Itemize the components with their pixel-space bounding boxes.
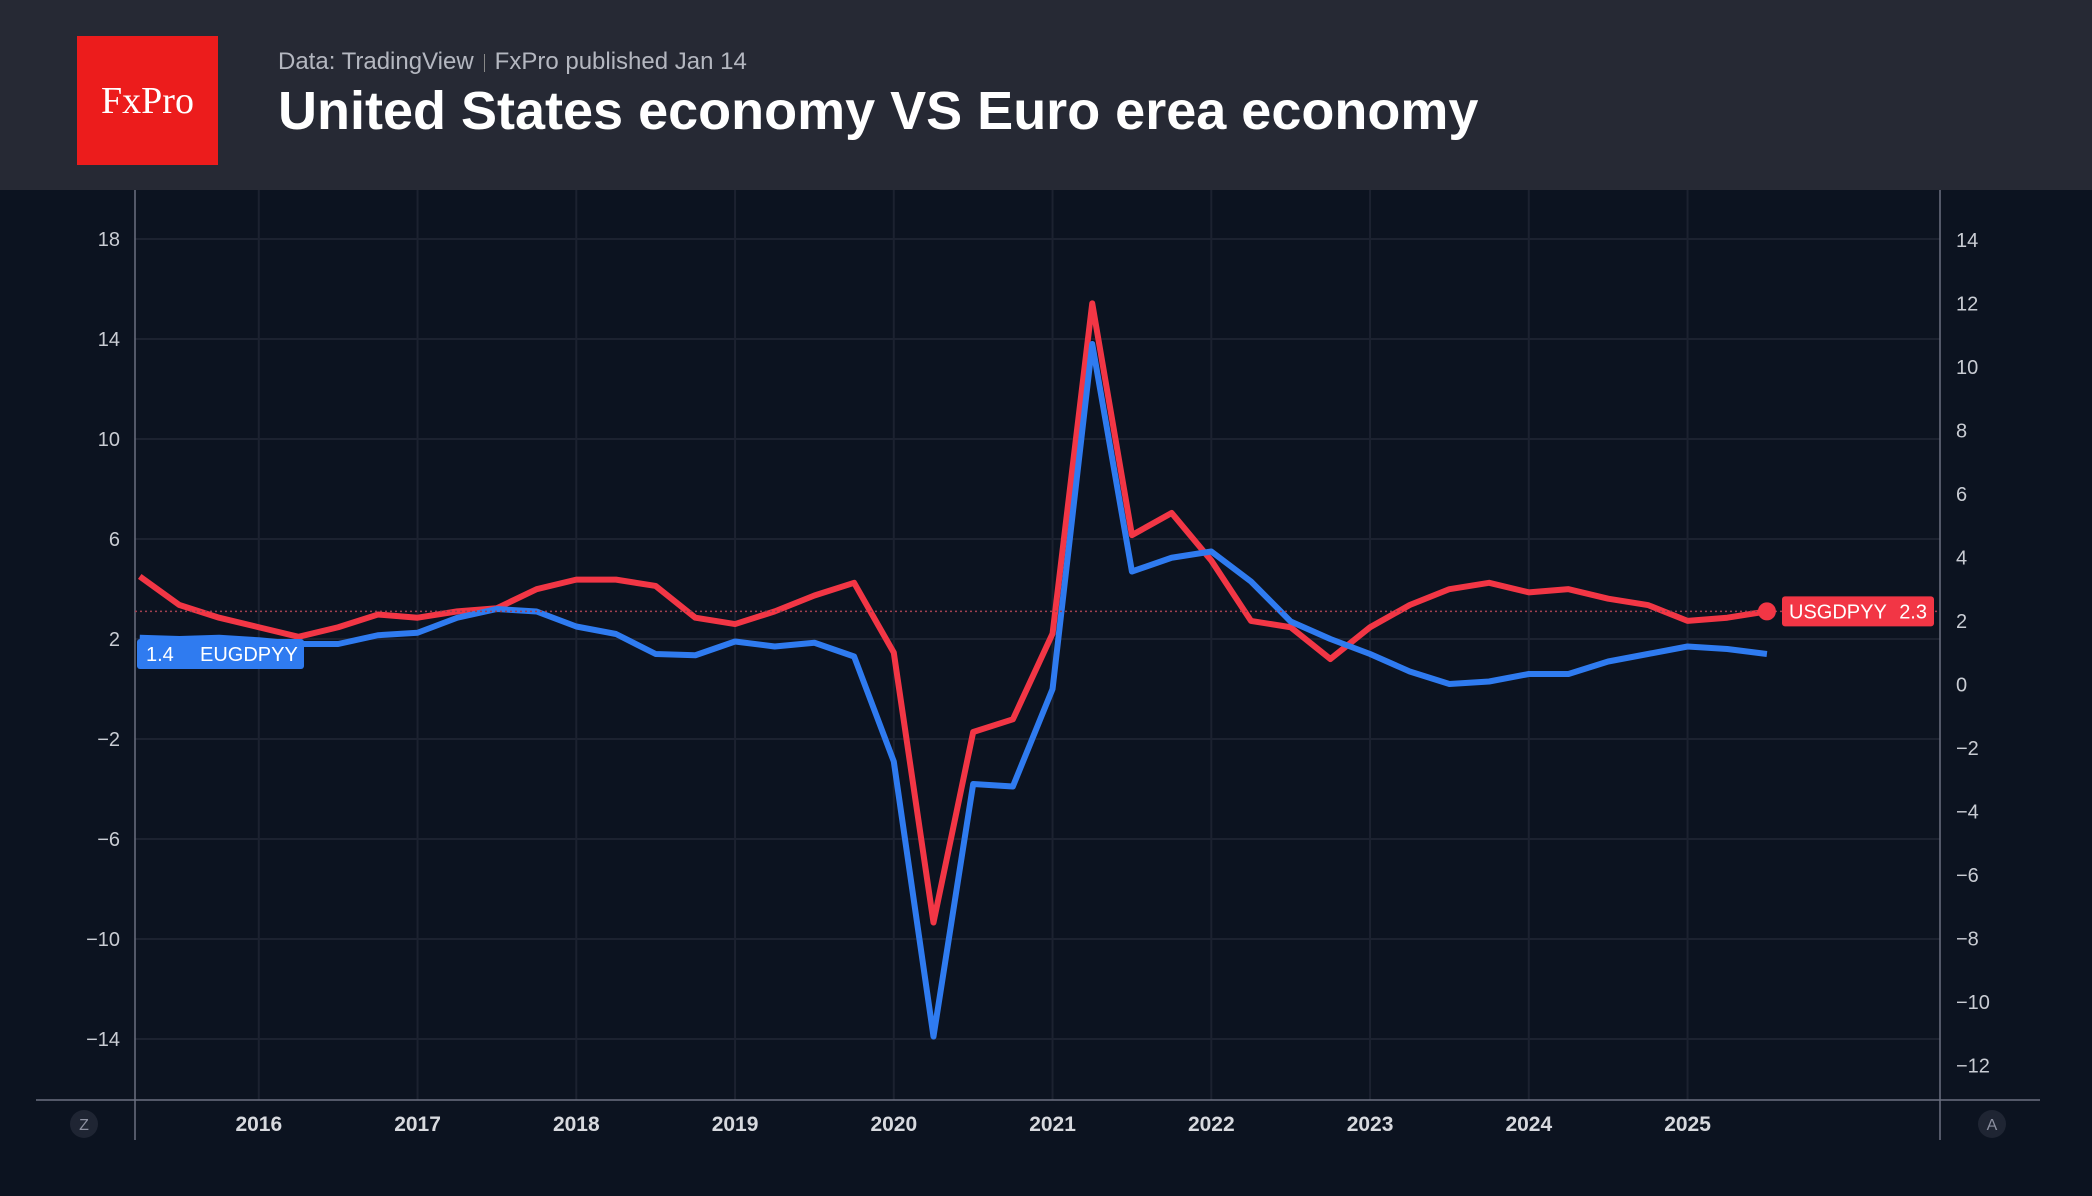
left-tick-label: 6	[109, 529, 120, 551]
left-tick-label: −14	[86, 1029, 120, 1051]
scale-button-right-label[interactable]: A	[1987, 1117, 1998, 1134]
left-tick-label: −10	[86, 929, 120, 951]
x-tick-label: 2022	[1188, 1113, 1235, 1136]
right-tick-label: 14	[1956, 230, 1978, 252]
right-tick-label: 0	[1956, 674, 1967, 696]
right-tick-label: −2	[1956, 738, 1979, 760]
usgdpyy-label-name: USGDPYY	[1789, 601, 1887, 623]
page-title: United States economy VS Euro erea econo…	[278, 81, 1479, 141]
x-tick-label: 2020	[870, 1113, 917, 1136]
left-tick-label: −6	[97, 829, 120, 851]
fxpro-logo: FxPro	[77, 36, 218, 165]
right-tick-label: −4	[1956, 801, 1979, 823]
right-tick-label: 4	[1956, 547, 1967, 569]
right-tick-label: 8	[1956, 420, 1967, 442]
right-tick-label: 6	[1956, 484, 1967, 506]
scale-button-left-label[interactable]: Z	[79, 1117, 89, 1134]
published-date: FxPro published Jan 14	[494, 48, 747, 75]
data-source: Data: TradingView	[278, 48, 474, 75]
x-tick-label: 2024	[1505, 1113, 1552, 1136]
left-tick-label: 18	[98, 229, 120, 251]
usgdpyy-label-badge	[1782, 596, 1934, 627]
x-tick-label: 2017	[394, 1113, 441, 1136]
left-tick-label: 10	[98, 429, 120, 451]
x-tick-label: 2021	[1029, 1113, 1076, 1136]
left-tick-label: 14	[98, 329, 120, 351]
usgdpyy-line	[137, 300, 1768, 926]
scale-button-left[interactable]	[70, 1110, 98, 1138]
separator	[483, 53, 485, 72]
eugdpyy-label-value: 1.4	[146, 644, 174, 666]
left-tick-label: 2	[109, 629, 120, 651]
right-tick-label: −10	[1956, 992, 1990, 1014]
usgdpyy-last-point	[1757, 602, 1776, 621]
scale-button-right[interactable]	[1978, 1110, 2006, 1138]
x-tick-label: 2016	[235, 1113, 282, 1136]
right-tick-label: 2	[1956, 611, 1967, 633]
right-tick-label: −8	[1956, 928, 1979, 950]
subtitle: Data: TradingView FxPro published Jan 14	[278, 48, 747, 76]
chart: 18 14 10 6 2 −2 −6 −10 −14 14 12 10 8 6 4 2 0 −2 −4 −6 −8 −10…	[36, 190, 2040, 1140]
eugdpyy-label-badge	[137, 639, 304, 669]
eugdpyy-label-name: EUGDPYY	[200, 644, 298, 666]
right-tick-label: −6	[1956, 865, 1979, 887]
x-tick-label: 2018	[553, 1113, 600, 1136]
right-tick-label: 10	[1956, 357, 1978, 379]
usgdpyy-label-value: 2.3	[1899, 601, 1927, 623]
x-tick-label: 2025	[1664, 1113, 1711, 1136]
left-tick-label: −2	[97, 729, 120, 751]
eugdpyy-line	[139, 341, 1768, 1040]
x-tick-label: 2023	[1347, 1113, 1394, 1136]
right-tick-label: −12	[1956, 1055, 1990, 1077]
header: FxPro Data: TradingView FxPro published J…	[0, 0, 2092, 190]
right-tick-label: 12	[1956, 293, 1978, 315]
x-tick-label: 2019	[712, 1113, 759, 1136]
